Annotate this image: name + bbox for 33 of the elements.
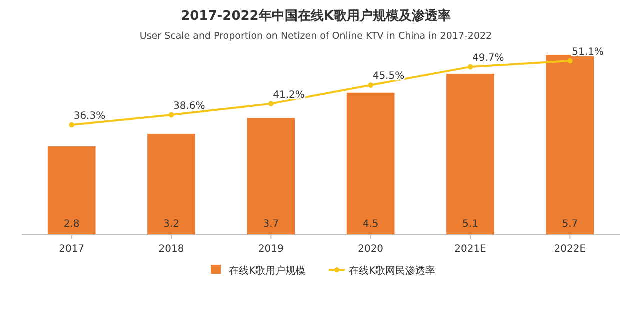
bar <box>247 118 296 235</box>
x-tick-label: 2022E <box>554 244 586 255</box>
data-label: 41.2% <box>273 90 305 101</box>
x-tick-label: 2021E <box>454 244 486 255</box>
x-tick-label: 2019 <box>258 244 284 255</box>
bar <box>346 92 395 235</box>
chart-title: 2017-2022年中国在线K歌用户规模及渗透率 <box>181 8 451 24</box>
point <box>69 122 74 128</box>
legend-label: 在线K歌网民渗透率 <box>349 265 436 277</box>
data-label: 4.5 <box>362 219 379 230</box>
data-label: 38.6% <box>174 101 206 112</box>
data-label: 2.8 <box>64 219 80 230</box>
data-label: 45.5% <box>372 71 405 82</box>
point <box>268 101 274 106</box>
x-tick-label: 2020 <box>358 244 384 255</box>
data-label: 5.1 <box>462 219 478 230</box>
x-tick-label: 2018 <box>158 244 184 255</box>
data-label: 5.7 <box>562 219 578 230</box>
data-label: 3.2 <box>164 219 180 230</box>
point <box>468 64 474 70</box>
chart-subtitle: User Scale and Proportion on Netizen of Online KTV in China in 2017-2022 <box>140 31 492 42</box>
bar <box>48 146 96 235</box>
x-tick-label: 2017 <box>59 244 85 255</box>
data-label: 49.7% <box>472 53 504 64</box>
point <box>368 82 374 88</box>
point <box>568 58 573 64</box>
point <box>168 112 174 118</box>
data-label: 36.3% <box>74 111 106 122</box>
legend-label: 在线K歌用户规模 <box>229 265 306 277</box>
bar <box>148 134 196 235</box>
data-label: 3.7 <box>263 219 280 230</box>
bar <box>446 74 494 235</box>
bar <box>546 55 594 235</box>
